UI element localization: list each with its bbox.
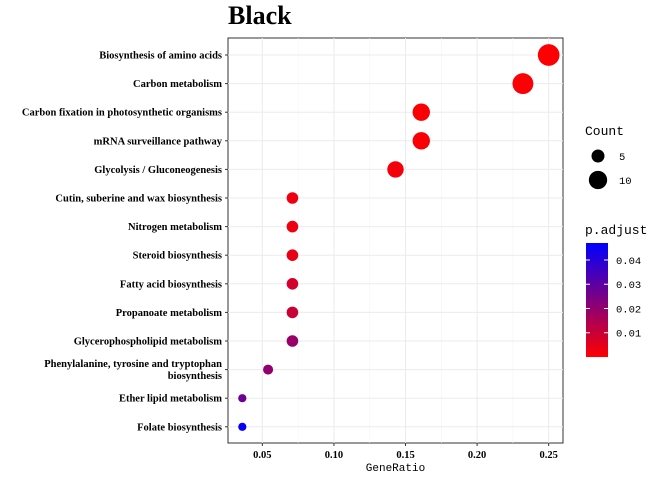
y-tick-label: Phenylalanine, tyrosine and tryptophan bi… bbox=[44, 359, 222, 382]
x-axis: 0.05 0.10 0.15 0.20 0.25 bbox=[253, 443, 558, 461]
x-tick-label: 0.05 bbox=[253, 450, 271, 461]
count-legend-title: Count bbox=[585, 124, 624, 139]
data-point bbox=[537, 44, 560, 66]
y-tick-label: Glycolysis / Gluconeogenesis bbox=[94, 165, 222, 176]
data-point bbox=[387, 161, 404, 178]
y-tick-label: Nitrogen metabolism bbox=[128, 222, 222, 233]
x-tick-label: 0.25 bbox=[539, 450, 557, 461]
p-adjust-legend-title: p.adjust bbox=[585, 223, 647, 238]
data-point bbox=[238, 394, 247, 403]
count-legend-key bbox=[591, 149, 605, 163]
y-tick-label: Steroid biosynthesis bbox=[133, 251, 222, 262]
count-legend-key bbox=[588, 170, 608, 190]
grid-lines bbox=[228, 38, 563, 443]
colorbar-label: 0.04 bbox=[616, 256, 641, 268]
y-tick-label: Ether lipid metabolism bbox=[119, 394, 222, 405]
y-tick-label: Carbon metabolism bbox=[133, 79, 222, 90]
p-adjust-colorbar bbox=[586, 243, 608, 357]
data-point bbox=[286, 220, 299, 233]
data-point bbox=[286, 249, 299, 261]
colorbar-label: 0.02 bbox=[616, 304, 641, 316]
y-axis-labels: Biosynthesis of amino acids Carbon metabo… bbox=[22, 51, 228, 433]
plot-panel bbox=[227, 37, 564, 444]
p-adjust-legend: p.adjust 0.04 0.03 0.02 0.01 bbox=[585, 223, 647, 357]
count-legend-label: 5 bbox=[619, 152, 625, 164]
data-point bbox=[512, 73, 534, 95]
data-point bbox=[286, 278, 299, 290]
count-legend: Count 5 10 bbox=[585, 124, 632, 190]
colorbar-label: 0.01 bbox=[616, 329, 641, 341]
y-tick-label: Propanoate metabolism bbox=[116, 308, 223, 319]
y-tick-label: Fatty acid biosynthesis bbox=[120, 279, 222, 290]
x-axis-title: GeneRatio bbox=[366, 463, 425, 475]
data-point bbox=[263, 364, 274, 375]
y-tick-label: Carbon fixation in photosynthetic organi… bbox=[22, 108, 222, 119]
data-points bbox=[238, 44, 560, 431]
data-point bbox=[286, 335, 299, 347]
y-tick-label: Glycerophospholipid metabolism bbox=[74, 337, 223, 348]
colorbar-label: 0.03 bbox=[616, 280, 641, 292]
y-tick-label: Folate biosynthesis bbox=[137, 422, 222, 433]
x-tick-label: 0.10 bbox=[325, 450, 343, 461]
count-legend-label: 10 bbox=[619, 176, 632, 188]
data-point bbox=[286, 192, 299, 204]
data-point bbox=[412, 132, 430, 150]
y-tick-label: Cutin, suberine and wax biosynthesis bbox=[55, 194, 222, 205]
x-tick-label: 0.15 bbox=[396, 450, 414, 461]
data-point bbox=[412, 103, 430, 121]
chart-title: Black bbox=[228, 1, 292, 30]
x-tick-label: 0.20 bbox=[468, 450, 486, 461]
data-point bbox=[286, 306, 299, 319]
data-point bbox=[238, 422, 247, 431]
y-tick-label: mRNA surveillance pathway bbox=[94, 136, 223, 147]
y-tick-label: Biosynthesis of amino acids bbox=[99, 51, 222, 62]
